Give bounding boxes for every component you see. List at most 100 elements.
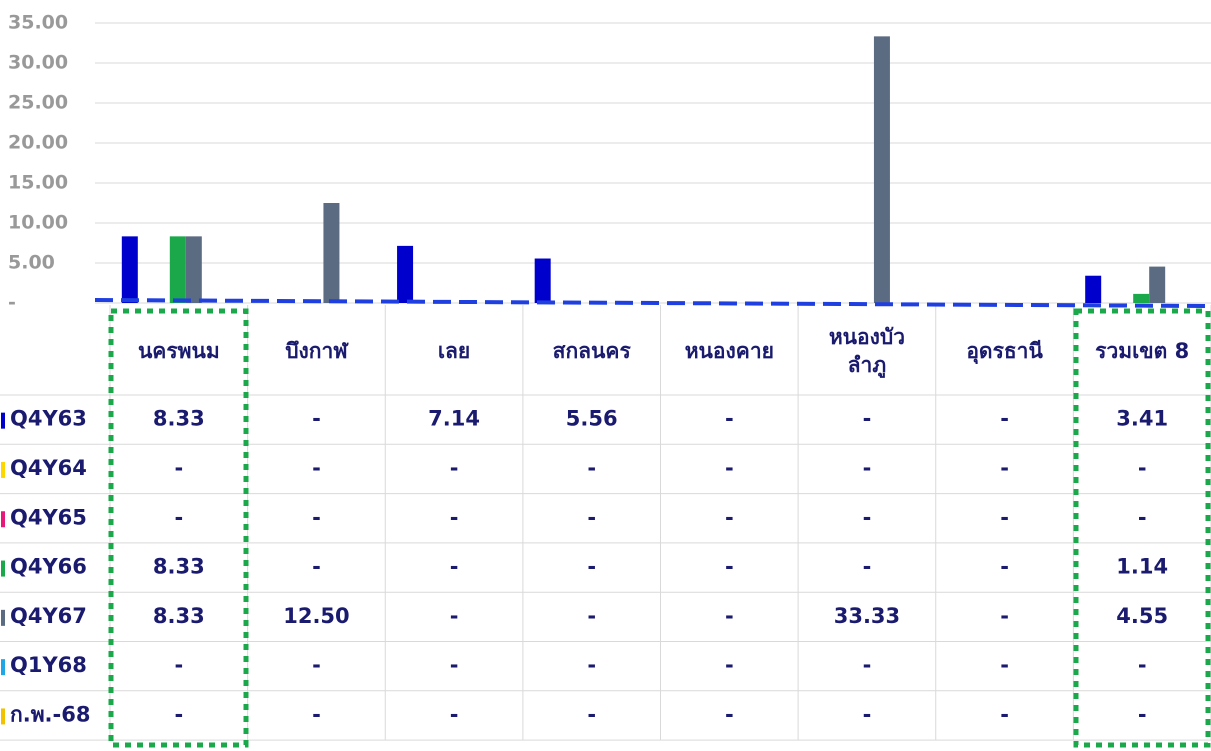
data-label: -	[863, 407, 872, 431]
bar	[1085, 275, 1102, 303]
data-label: -	[450, 505, 459, 529]
category-label: สกลนคร	[553, 339, 632, 363]
data-label: 4.55	[1116, 604, 1168, 628]
data-label: -	[587, 555, 596, 579]
data-label: -	[174, 505, 183, 529]
legend-key	[1, 412, 5, 429]
y-tick-label: 30.00	[8, 52, 68, 74]
data-label: -	[1000, 604, 1009, 628]
highlight-box	[1073, 308, 1211, 748]
legend-label: Q4Y66	[10, 555, 87, 579]
category-label: หนองคาย	[685, 339, 774, 363]
category-label: รวมเขต 8	[1095, 339, 1189, 363]
legend-label: ก.พ.-68	[10, 702, 90, 726]
data-label: -	[863, 505, 872, 529]
y-tick-label: 5.00	[8, 252, 55, 274]
data-label: 7.14	[428, 407, 480, 431]
data-label: 33.33	[834, 604, 900, 628]
data-label: -	[725, 456, 734, 480]
data-label: -	[450, 702, 459, 726]
category-label: อุดรธานี	[966, 339, 1043, 365]
data-label: -	[1000, 653, 1009, 677]
bar	[397, 245, 414, 303]
bar	[873, 36, 890, 304]
data-label: -	[863, 702, 872, 726]
data-label: -	[725, 407, 734, 431]
data-label: -	[587, 604, 596, 628]
data-label: -	[450, 604, 459, 628]
data-label: -	[1000, 505, 1009, 529]
highlight-box	[108, 308, 249, 748]
data-label: -	[725, 653, 734, 677]
legend-label: Q1Y68	[10, 653, 87, 677]
data-label: -	[587, 505, 596, 529]
y-tick-label: 20.00	[8, 132, 68, 154]
legend-key	[1, 511, 5, 528]
legend-label: Q4Y64	[10, 456, 87, 480]
data-label: -	[1000, 702, 1009, 726]
bar	[1149, 266, 1166, 303]
data-label: 12.50	[283, 604, 349, 628]
legend-key	[1, 659, 5, 676]
legend-label: Q4Y67	[10, 604, 87, 628]
data-label: -	[312, 555, 321, 579]
legend-key	[1, 708, 5, 725]
data-label: -	[174, 456, 183, 480]
data-label: -	[1000, 407, 1009, 431]
y-tick-label: 10.00	[8, 212, 68, 234]
legend-key	[1, 461, 5, 478]
bar	[534, 258, 551, 303]
trend-dash	[94, 298, 1211, 308]
data-label: -	[312, 653, 321, 677]
data-label: -	[1138, 653, 1147, 677]
data-label: 8.33	[153, 555, 205, 579]
legend-key	[1, 609, 5, 626]
data-label: 1.14	[1116, 555, 1168, 579]
data-label: -	[174, 702, 183, 726]
legend-label: Q4Y63	[10, 407, 87, 431]
data-label: -	[1138, 505, 1147, 529]
data-label: -	[725, 555, 734, 579]
category-label: บึงกาฬ	[285, 339, 349, 363]
y-tick-label: -	[8, 292, 16, 314]
data-label: -	[312, 702, 321, 726]
bar	[121, 236, 138, 303]
data-label: 3.41	[1116, 407, 1168, 431]
data-label: -	[725, 604, 734, 628]
data-label: -	[863, 555, 872, 579]
bar	[185, 236, 202, 303]
data-label: -	[863, 456, 872, 480]
y-tick-label: 35.00	[8, 12, 68, 34]
data-label: -	[450, 456, 459, 480]
data-label: -	[450, 555, 459, 579]
category-label: เลย	[438, 339, 470, 363]
y-tick-label: 25.00	[8, 92, 68, 114]
data-label: -	[174, 653, 183, 677]
data-label: -	[1138, 456, 1147, 480]
data-label: -	[1000, 456, 1009, 480]
data-label: -	[312, 505, 321, 529]
category-label: นครพนม	[138, 339, 220, 363]
legend-label: Q4Y65	[10, 505, 87, 529]
category-label: หนองบัวลำภู	[829, 325, 905, 379]
data-label: -	[312, 456, 321, 480]
bar	[323, 203, 340, 303]
y-tick-label: 15.00	[8, 172, 68, 194]
data-label: -	[1000, 555, 1009, 579]
data-label: -	[312, 407, 321, 431]
data-label: -	[1138, 702, 1147, 726]
legend-key	[1, 560, 5, 577]
bar	[1133, 293, 1150, 303]
bar	[169, 236, 186, 303]
data-label: 8.33	[153, 407, 205, 431]
data-label: 8.33	[153, 604, 205, 628]
data-label: -	[725, 702, 734, 726]
data-label: -	[587, 653, 596, 677]
data-label: -	[863, 653, 872, 677]
data-label: -	[587, 702, 596, 726]
data-label: 5.56	[566, 407, 618, 431]
data-label: -	[725, 505, 734, 529]
data-label: -	[587, 456, 596, 480]
data-label: -	[450, 653, 459, 677]
